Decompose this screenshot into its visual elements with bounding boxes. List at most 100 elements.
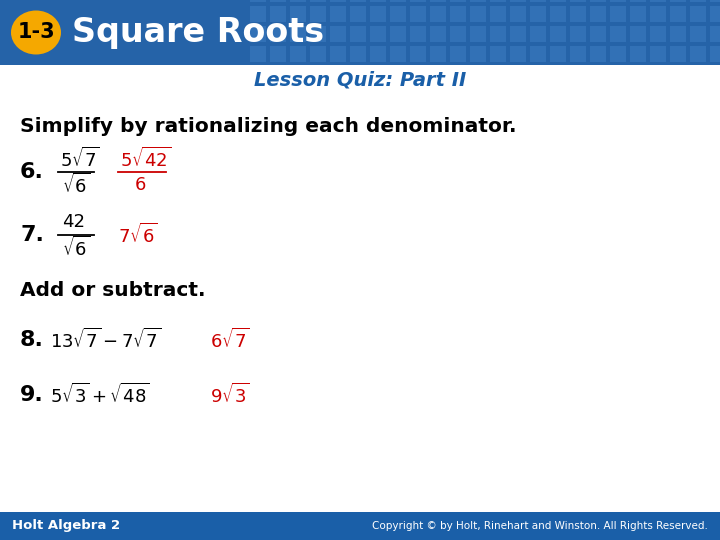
Bar	[710, 0, 720, 2]
Bar	[470, 26, 486, 42]
Bar	[630, 26, 646, 42]
Bar	[370, 0, 386, 2]
Text: 6: 6	[135, 176, 146, 194]
Bar	[0, 512, 720, 540]
Bar	[290, 6, 306, 22]
Bar	[710, 6, 720, 22]
Bar	[570, 0, 586, 2]
Bar	[630, 0, 646, 2]
Bar	[670, 26, 686, 42]
Bar	[510, 46, 526, 62]
Bar	[650, 26, 666, 42]
Text: $5\sqrt{3}+\sqrt{48}$: $5\sqrt{3}+\sqrt{48}$	[50, 383, 150, 407]
Bar	[530, 26, 546, 42]
Bar	[690, 26, 706, 42]
Bar	[530, 6, 546, 22]
Bar	[450, 26, 466, 42]
Text: 42: 42	[62, 213, 85, 231]
Text: 7.: 7.	[20, 225, 44, 245]
Bar	[250, 0, 266, 2]
Bar	[590, 0, 606, 2]
Bar	[610, 26, 626, 42]
Bar	[670, 46, 686, 62]
Text: Holt Algebra 2: Holt Algebra 2	[12, 519, 120, 532]
Bar	[570, 6, 586, 22]
Bar	[390, 6, 406, 22]
Text: 9.: 9.	[20, 385, 44, 405]
Bar	[330, 0, 346, 2]
Bar	[470, 46, 486, 62]
Text: $\sqrt{6}$: $\sqrt{6}$	[62, 236, 91, 260]
Bar	[450, 46, 466, 62]
Bar	[490, 26, 506, 42]
Bar	[410, 0, 426, 2]
Bar	[430, 26, 446, 42]
Text: $5\sqrt{7}$: $5\sqrt{7}$	[60, 147, 100, 171]
Bar	[510, 26, 526, 42]
Bar	[410, 6, 426, 22]
Bar	[630, 46, 646, 62]
Bar	[590, 46, 606, 62]
Bar	[610, 6, 626, 22]
Bar	[410, 26, 426, 42]
Bar	[390, 0, 406, 2]
Bar	[570, 26, 586, 42]
Bar	[310, 26, 326, 42]
Bar	[430, 0, 446, 2]
Bar	[330, 26, 346, 42]
Ellipse shape	[11, 10, 61, 55]
Bar	[630, 6, 646, 22]
Bar	[650, 0, 666, 2]
Bar	[370, 6, 386, 22]
Bar	[510, 0, 526, 2]
Bar	[410, 46, 426, 62]
Text: $13\sqrt{7} - 7\sqrt{7}$: $13\sqrt{7} - 7\sqrt{7}$	[50, 328, 161, 352]
Bar	[650, 6, 666, 22]
Text: Add or subtract.: Add or subtract.	[20, 280, 205, 300]
Bar	[470, 6, 486, 22]
Bar	[350, 0, 366, 2]
Bar	[670, 0, 686, 2]
Text: $5\sqrt{42}$: $5\sqrt{42}$	[120, 147, 171, 171]
Bar	[490, 0, 506, 2]
Bar	[710, 26, 720, 42]
Bar	[490, 46, 506, 62]
Bar	[270, 46, 286, 62]
Bar	[650, 46, 666, 62]
Bar	[330, 6, 346, 22]
Text: Lesson Quiz: Part II: Lesson Quiz: Part II	[254, 71, 466, 90]
Bar	[550, 0, 566, 2]
Text: $9\sqrt{3}$: $9\sqrt{3}$	[210, 383, 250, 407]
Bar	[250, 26, 266, 42]
Bar	[0, 0, 720, 65]
Bar	[590, 6, 606, 22]
Bar	[710, 46, 720, 62]
Bar	[530, 46, 546, 62]
Bar	[310, 0, 326, 2]
Bar	[250, 46, 266, 62]
Bar	[690, 0, 706, 2]
Text: Copyright © by Holt, Rinehart and Winston. All Rights Reserved.: Copyright © by Holt, Rinehart and Winsto…	[372, 521, 708, 531]
Text: $6\sqrt{7}$: $6\sqrt{7}$	[210, 328, 250, 352]
Bar	[430, 46, 446, 62]
Text: $7\sqrt{6}$: $7\sqrt{6}$	[118, 223, 158, 247]
Bar	[450, 0, 466, 2]
Bar	[370, 46, 386, 62]
Bar	[530, 0, 546, 2]
Bar	[310, 6, 326, 22]
Bar	[350, 6, 366, 22]
Bar	[270, 0, 286, 2]
Bar	[290, 46, 306, 62]
Bar	[350, 26, 366, 42]
Bar	[290, 26, 306, 42]
Bar	[430, 6, 446, 22]
Bar	[290, 0, 306, 2]
Bar	[250, 6, 266, 22]
Bar	[270, 26, 286, 42]
Bar	[270, 6, 286, 22]
Bar	[310, 46, 326, 62]
Text: Simplify by rationalizing each denominator.: Simplify by rationalizing each denominat…	[20, 118, 516, 137]
Bar	[370, 26, 386, 42]
Text: 8.: 8.	[20, 330, 44, 350]
Bar	[390, 26, 406, 42]
